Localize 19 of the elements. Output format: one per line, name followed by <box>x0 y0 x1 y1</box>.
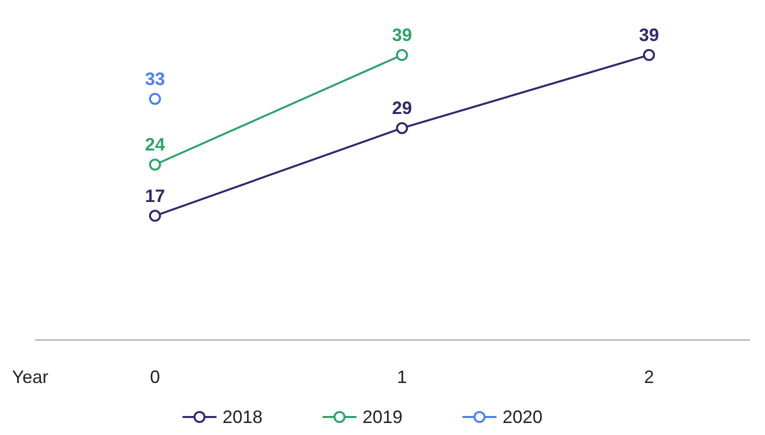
x-axis-title: Year <box>12 367 48 387</box>
point <box>643 49 655 61</box>
point <box>149 92 161 105</box>
point <box>396 49 408 61</box>
data-label: 39 <box>392 25 412 45</box>
data-label: 24 <box>144 134 166 155</box>
data-label: 39 <box>638 25 660 45</box>
point <box>149 210 161 222</box>
point <box>149 158 161 171</box>
point <box>396 122 408 134</box>
x-tick-label: 1 <box>396 367 408 387</box>
x-tick-label: 2 <box>644 367 654 387</box>
legend-label: 2020 <box>502 407 543 427</box>
data-label: 29 <box>392 98 412 118</box>
legend-label: 2019 <box>362 407 403 427</box>
legend-label: 2018 <box>222 407 263 427</box>
data-label: 33 <box>144 68 166 89</box>
x-tick-label: 0 <box>150 367 160 387</box>
data-label: 17 <box>144 186 166 206</box>
